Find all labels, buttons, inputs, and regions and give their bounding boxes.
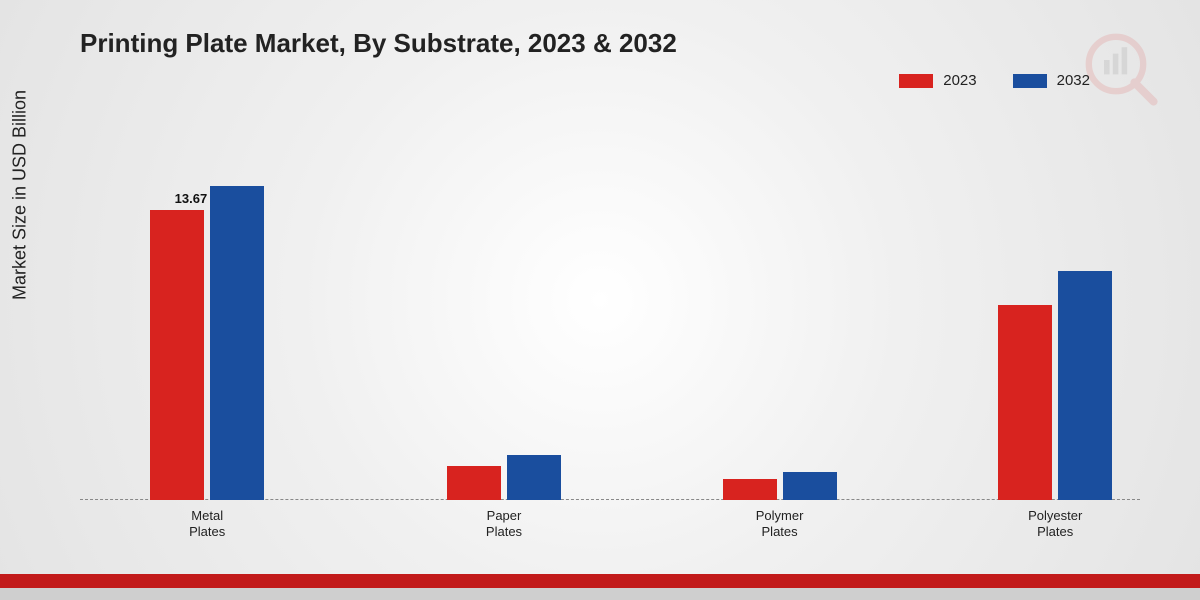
legend: 2023 2032 xyxy=(899,72,1090,89)
bar-group-polyester: Polyester Plates xyxy=(998,271,1112,501)
watermark-logo-icon xyxy=(1080,28,1160,108)
value-label-13-67: 13.67 xyxy=(175,191,208,206)
category-label-metal: Metal Plates xyxy=(189,500,225,539)
legend-swatch-2023 xyxy=(899,74,933,88)
chart-title: Printing Plate Market, By Substrate, 202… xyxy=(80,28,677,59)
bar-group-polymer: Polymer Plates xyxy=(723,472,837,500)
bar-paper-2032 xyxy=(507,455,561,500)
bar-polymer-2032 xyxy=(783,472,837,500)
y-axis-label: Market Size in USD Billion xyxy=(10,90,31,300)
bar-paper-2023 xyxy=(447,466,501,500)
bar-metal-2032 xyxy=(210,186,264,501)
legend-item-2023: 2023 xyxy=(899,72,976,89)
legend-swatch-2032 xyxy=(1013,74,1047,88)
legend-label-2023: 2023 xyxy=(943,72,976,89)
legend-item-2032: 2032 xyxy=(1013,72,1090,89)
bar-polymer-2023 xyxy=(723,479,777,500)
bar-polyester-2023 xyxy=(998,305,1052,501)
legend-label-2032: 2032 xyxy=(1057,72,1090,89)
bar-group-metal: Metal Plates 13.67 xyxy=(150,186,264,501)
category-label-paper: Paper Plates xyxy=(486,500,522,539)
footer-red-bar xyxy=(0,574,1200,588)
category-label-polymer: Polymer Plates xyxy=(756,500,804,539)
chart-canvas: Printing Plate Market, By Substrate, 202… xyxy=(0,0,1200,600)
bar-group-paper: Paper Plates xyxy=(447,455,561,500)
bar-metal-2023 xyxy=(150,210,204,500)
plot-area: Metal Plates 13.67 Paper Plates Polymer … xyxy=(80,160,1140,500)
category-label-polyester: Polyester Plates xyxy=(1028,500,1082,539)
footer-grey-bar xyxy=(0,588,1200,600)
bar-polyester-2032 xyxy=(1058,271,1112,501)
